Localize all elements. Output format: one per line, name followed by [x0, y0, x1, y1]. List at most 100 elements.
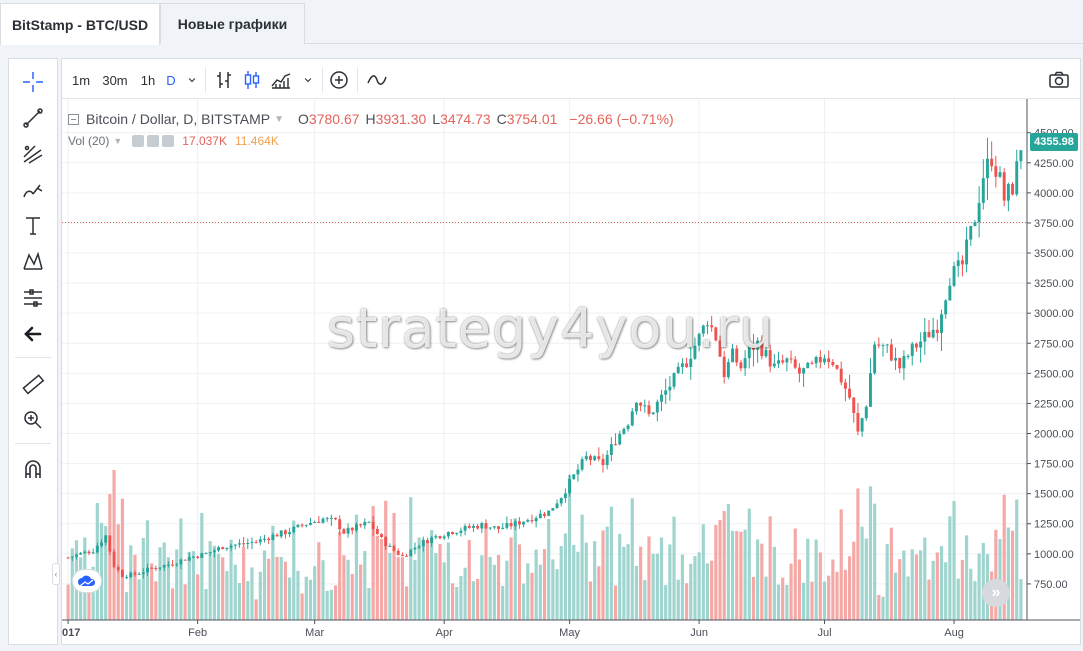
- camera-icon[interactable]: [1046, 69, 1072, 91]
- candle-body: [467, 525, 471, 528]
- candle-body: [676, 366, 680, 373]
- volume-bar: [877, 594, 881, 620]
- volume-dropdown-icon[interactable]: ▼: [113, 136, 123, 146]
- tab-new-charts[interactable]: Новые графики: [160, 3, 305, 44]
- candle-body: [380, 534, 383, 538]
- candle-body: [965, 239, 969, 265]
- fib-icon[interactable]: [15, 139, 51, 169]
- interval-30m[interactable]: 30m: [102, 72, 128, 88]
- candle-body: [601, 458, 605, 466]
- candle-body: [150, 567, 154, 569]
- cloud-icon[interactable]: [72, 569, 102, 593]
- volume-bar: [99, 522, 104, 620]
- candle-body: [317, 521, 321, 523]
- volume-bar: [572, 544, 576, 620]
- collapse-legend-icon[interactable]: [68, 113, 79, 125]
- volume-bar: [722, 511, 726, 620]
- candle-body: [927, 331, 931, 338]
- volume-bar: [275, 556, 279, 620]
- candle-body: [501, 527, 505, 529]
- volume-bar: [375, 535, 379, 620]
- candle-body: [864, 406, 868, 419]
- text-icon[interactable]: [15, 211, 51, 241]
- candle-body: [881, 345, 885, 347]
- volume-bar: [104, 526, 108, 620]
- candle-body: [175, 564, 179, 566]
- candle-body: [593, 456, 597, 461]
- candle-body: [680, 363, 684, 367]
- candle-body: [196, 556, 200, 558]
- volume-bar: [693, 556, 697, 620]
- interval-d[interactable]: D: [166, 72, 176, 88]
- trend-line-icon[interactable]: [15, 103, 51, 133]
- candle-body: [538, 513, 542, 519]
- candle-body: [889, 344, 893, 361]
- brush-icon[interactable]: [15, 175, 51, 205]
- visibility-icon[interactable]: [132, 135, 145, 147]
- crosshair-icon[interactable]: [15, 67, 51, 97]
- chevron-down-icon[interactable]: [300, 69, 316, 91]
- volume-bar: [258, 571, 262, 620]
- pattern-icon[interactable]: [15, 247, 51, 277]
- volume-bar: [680, 554, 684, 620]
- scroll-to-realtime-icon[interactable]: »: [982, 579, 1010, 607]
- scroll-left-handle[interactable]: ‹: [52, 563, 60, 585]
- candle-body: [923, 331, 927, 342]
- volume-bar: [806, 538, 810, 620]
- volume-bar: [664, 585, 668, 620]
- volume-bar: [768, 516, 772, 620]
- close-icon[interactable]: [162, 135, 175, 147]
- compare-icon[interactable]: [364, 69, 390, 91]
- volume-bar: [438, 544, 442, 620]
- legend-symbol[interactable]: Bitcoin / Dollar, D, BITSTAMP: [86, 111, 271, 127]
- legend-low-value: 3474.73: [440, 111, 491, 127]
- legend-dropdown-icon[interactable]: ▼: [274, 113, 285, 125]
- volume-bar: [384, 500, 388, 620]
- volume-bar: [350, 573, 354, 620]
- chevron-down-icon[interactable]: [184, 69, 200, 91]
- settings-icon[interactable]: [147, 135, 160, 147]
- volume-bar: [818, 552, 822, 620]
- volume-bar: [797, 559, 802, 620]
- candle-body: [492, 526, 496, 528]
- candle-body: [488, 527, 492, 529]
- area-chart-icon[interactable]: [268, 69, 294, 91]
- candles-icon[interactable]: [240, 69, 264, 91]
- magnet-icon[interactable]: [15, 455, 51, 485]
- candle-body: [83, 551, 87, 553]
- volume-bar: [1002, 494, 1006, 620]
- price-chart[interactable]: 750.00 1000.00 1250.00 1500.00 1750.00 2000.0…: [62, 99, 1080, 644]
- time-axis-label: Mar: [305, 627, 324, 639]
- add-indicator-icon[interactable]: [327, 69, 351, 91]
- volume-bar: [906, 576, 910, 620]
- interval-1h[interactable]: 1h: [140, 72, 156, 88]
- measure-icon[interactable]: [15, 283, 51, 313]
- chart-pane[interactable]: 750.00 1000.00 1250.00 1500.00 1750.00 2000.0…: [61, 99, 1081, 645]
- candle-body: [522, 521, 526, 525]
- volume-bar: [492, 564, 496, 620]
- back-arrow-icon[interactable]: [15, 319, 51, 349]
- candle-body: [710, 325, 714, 328]
- volume-bar: [776, 584, 781, 620]
- volume-bar: [267, 558, 271, 620]
- volume-bar: [233, 564, 237, 620]
- volume-bar: [363, 550, 367, 620]
- candle-body: [797, 367, 801, 374]
- volume-bar: [885, 544, 889, 620]
- interval-1m[interactable]: 1m: [71, 72, 91, 88]
- volume-bar: [630, 498, 634, 620]
- candle-body: [885, 344, 889, 346]
- candle-body: [271, 534, 275, 541]
- volume-bar: [442, 562, 446, 620]
- candle-body: [200, 553, 204, 558]
- volume-label[interactable]: Vol (20): [68, 134, 110, 148]
- bar-chart-icon[interactable]: [212, 69, 236, 91]
- zoom-in-icon[interactable]: [15, 405, 51, 435]
- volume-bar: [496, 554, 501, 620]
- volume-bar: [927, 579, 931, 620]
- tab-bitstamp-btcusd[interactable]: BitStamp - BTC/USD: [0, 3, 160, 45]
- volume-bar: [864, 538, 868, 620]
- candle-body: [438, 536, 442, 539]
- ruler-icon[interactable]: [15, 369, 51, 399]
- candle-body: [346, 527, 350, 534]
